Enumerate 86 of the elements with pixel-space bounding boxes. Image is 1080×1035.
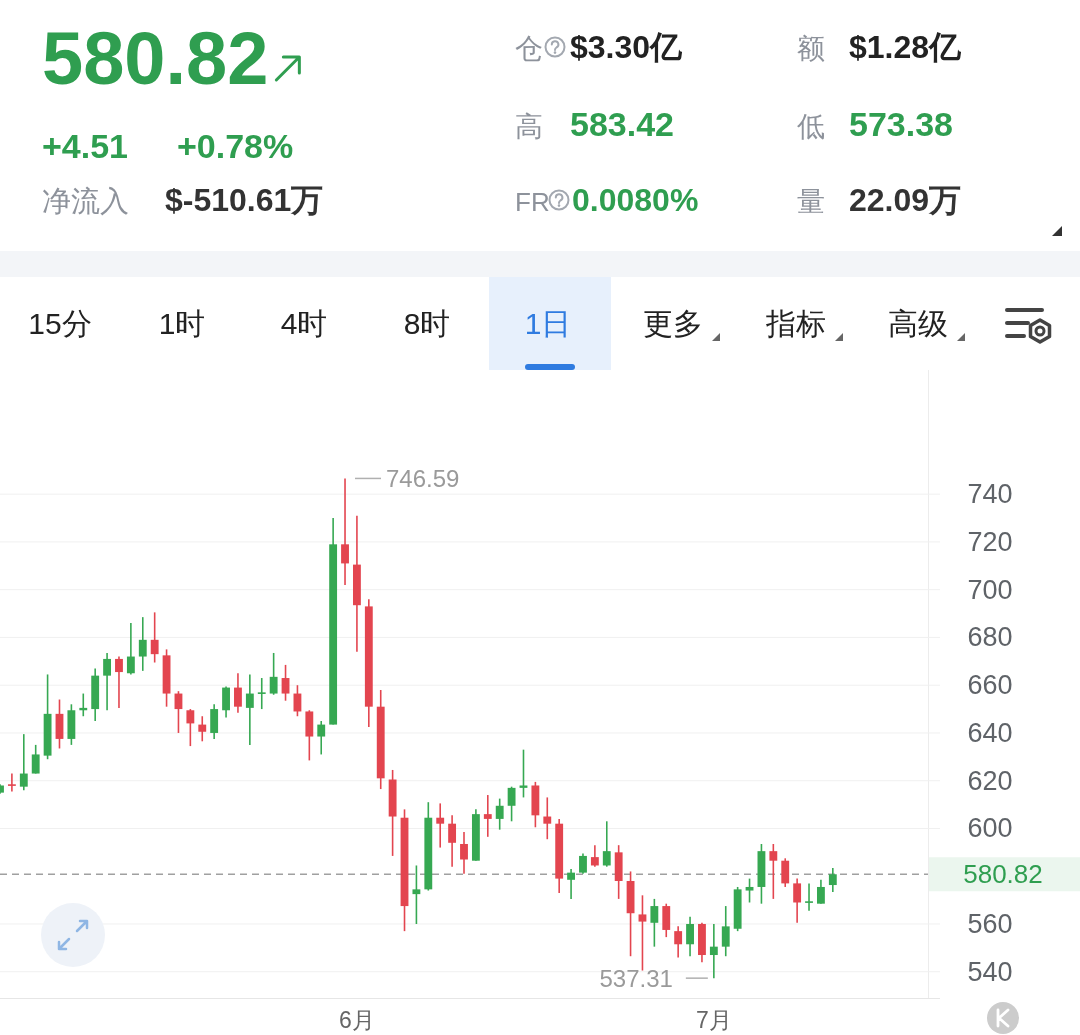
candlestick xyxy=(103,652,111,712)
text: 580.82 xyxy=(42,17,269,100)
candlestick xyxy=(495,797,504,831)
text: 量 xyxy=(797,186,825,217)
text: 573.38 xyxy=(849,105,953,143)
candlestick xyxy=(436,802,445,849)
text: 15分 xyxy=(28,307,92,340)
text: 额 xyxy=(797,33,825,64)
text: +4.51 xyxy=(42,127,129,165)
candlestick xyxy=(721,905,730,958)
text: $3.30亿 xyxy=(570,29,684,65)
text: 22.09万 xyxy=(849,182,962,218)
x-tick-label: 6月 xyxy=(339,1007,375,1033)
y-tick-label: 560 xyxy=(967,908,1013,939)
y-tick-label: 620 xyxy=(967,765,1013,796)
candlestick xyxy=(543,796,552,841)
candlestick xyxy=(638,894,647,972)
candlestick xyxy=(483,794,492,838)
text: 高级 xyxy=(888,307,948,340)
candlestick xyxy=(828,867,837,893)
candlestick xyxy=(805,882,813,912)
candlestick xyxy=(269,652,278,696)
y-tick-label: 540 xyxy=(967,956,1013,987)
annotation: 537.31 xyxy=(599,964,673,992)
candlestick xyxy=(281,664,290,702)
text: 8时 xyxy=(403,307,451,340)
candlestick xyxy=(519,748,528,799)
y-tick-label: 640 xyxy=(967,717,1013,748)
text: 0.0080% xyxy=(572,182,699,218)
candlestick xyxy=(245,673,254,746)
text: 更多 xyxy=(643,307,703,340)
ref-line-label: 580.82 xyxy=(963,859,1043,890)
candlestick xyxy=(448,814,457,868)
text: $1.28亿 xyxy=(849,29,963,65)
y-tick-label: 740 xyxy=(967,479,1013,510)
candlestick xyxy=(234,672,242,714)
candlestick xyxy=(317,720,326,756)
candlestick xyxy=(150,611,159,664)
candlestick xyxy=(567,868,575,900)
text: 583.42 xyxy=(570,105,674,143)
candlestick xyxy=(579,852,587,875)
candlestick xyxy=(507,785,516,823)
candlestick xyxy=(138,616,147,672)
y-tick-label: 660 xyxy=(967,670,1013,701)
y-tick-label: 720 xyxy=(967,526,1013,557)
text: 仓 xyxy=(515,33,543,64)
candlestick xyxy=(7,772,16,793)
x-tick-label: 7月 xyxy=(695,1007,732,1033)
candlestick xyxy=(662,902,671,938)
candlestick xyxy=(126,622,135,676)
candlestick xyxy=(186,708,195,747)
candlestick xyxy=(210,703,219,740)
text: 低 xyxy=(797,111,825,142)
y-tick-label: 600 xyxy=(967,813,1013,844)
text: +0.78% xyxy=(177,127,294,165)
text: $-510.61万 xyxy=(165,182,324,218)
candlestick xyxy=(781,857,790,888)
candlestick xyxy=(257,677,266,710)
candlestick xyxy=(817,879,825,905)
text: 高 xyxy=(515,111,543,142)
y-tick-label: 680 xyxy=(967,622,1013,653)
candlestick xyxy=(769,843,778,900)
candlestick xyxy=(686,916,694,958)
annotation: 746.59 xyxy=(386,464,460,492)
candlestick xyxy=(709,923,718,979)
candlestick xyxy=(412,864,421,925)
y-tick-label: 700 xyxy=(967,574,1013,605)
candlestick xyxy=(745,877,754,904)
text: 1日 xyxy=(524,307,572,340)
text: 指标 xyxy=(765,307,826,340)
candlestick xyxy=(602,820,611,868)
text: 净流入 xyxy=(42,185,129,217)
candlestick xyxy=(590,844,599,868)
candlestick xyxy=(674,925,683,959)
text: 1时 xyxy=(158,307,206,340)
candlestick xyxy=(341,477,349,586)
candlestick xyxy=(31,744,40,775)
candlestick xyxy=(19,733,28,792)
candlestick xyxy=(222,685,230,719)
candlestick xyxy=(650,898,659,948)
candlestick xyxy=(115,655,123,709)
candlestick xyxy=(460,831,468,875)
candlestick xyxy=(793,877,802,924)
text: FR xyxy=(515,187,550,217)
candlestick xyxy=(198,715,207,743)
text: 4时 xyxy=(280,307,328,340)
